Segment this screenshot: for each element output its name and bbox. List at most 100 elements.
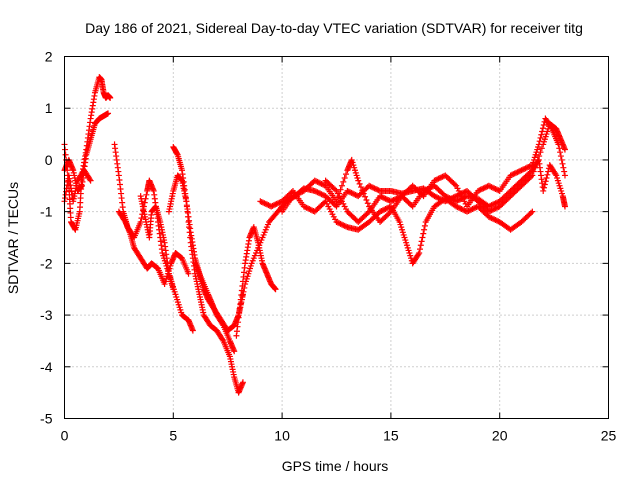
x-axis: 0 5 10 15 20 25 xyxy=(61,56,616,444)
data-point xyxy=(508,171,515,178)
data-point xyxy=(431,193,438,200)
data-point xyxy=(257,198,264,205)
y-tick-label: 2 xyxy=(45,49,53,65)
data-point xyxy=(538,145,545,152)
data-point xyxy=(459,206,466,213)
y-tick-label: -2 xyxy=(40,255,53,271)
data-point xyxy=(261,200,268,207)
data-point xyxy=(485,213,492,220)
data-point xyxy=(389,197,396,204)
data-point xyxy=(351,191,358,198)
data-point xyxy=(483,184,490,191)
data-point xyxy=(296,189,303,196)
data-point xyxy=(540,122,547,129)
data-point xyxy=(359,187,366,194)
data-point xyxy=(314,178,321,185)
data-point xyxy=(303,204,310,211)
data-point xyxy=(379,194,386,201)
data-point xyxy=(459,195,466,202)
data-point xyxy=(317,180,324,187)
data-point xyxy=(535,141,542,148)
x-axis-label: GPS time / hours xyxy=(282,458,389,474)
data-point xyxy=(272,201,279,208)
data-point xyxy=(561,172,568,179)
data-point xyxy=(235,312,242,319)
data-point xyxy=(459,189,466,196)
data-point xyxy=(219,336,226,343)
series-track-14 xyxy=(322,156,568,225)
data-point xyxy=(86,176,93,183)
data-point xyxy=(537,134,544,141)
data-point xyxy=(454,204,461,211)
data-point xyxy=(476,187,483,194)
data-point xyxy=(343,223,350,230)
data-point xyxy=(311,187,318,194)
data-point xyxy=(526,163,533,170)
data-point xyxy=(295,190,302,197)
data-point xyxy=(183,203,190,210)
data-point xyxy=(381,206,388,213)
x-tick-label: 0 xyxy=(61,428,69,444)
data-point xyxy=(344,187,351,194)
data-point xyxy=(372,186,379,193)
data-point xyxy=(231,348,238,355)
data-point xyxy=(455,204,462,211)
data-point xyxy=(355,177,362,184)
data-point xyxy=(184,213,191,220)
data-point xyxy=(270,202,277,209)
series-track-12 xyxy=(257,187,536,267)
series-track-9 xyxy=(192,260,238,355)
data-point xyxy=(394,195,401,202)
data-point xyxy=(333,198,340,205)
data-point xyxy=(239,379,246,386)
data-point xyxy=(364,209,371,216)
data-point xyxy=(408,202,415,209)
data-point xyxy=(492,186,499,193)
data-point xyxy=(561,203,568,210)
data-point xyxy=(276,199,283,206)
data-point xyxy=(453,198,460,205)
x-tick-label: 15 xyxy=(383,428,399,444)
data-point xyxy=(545,168,552,175)
data-point xyxy=(529,208,536,215)
data-point xyxy=(424,186,431,193)
data-point xyxy=(294,191,301,198)
y-tick-label: -5 xyxy=(40,411,53,427)
data-point xyxy=(443,193,450,200)
data-point xyxy=(489,215,496,222)
data-point xyxy=(357,184,364,191)
y-tick-label: -3 xyxy=(40,307,53,323)
data-point xyxy=(313,188,320,195)
data-point xyxy=(105,110,112,117)
data-point xyxy=(368,184,375,191)
data-point xyxy=(314,189,321,196)
data-point xyxy=(491,185,498,192)
data-point xyxy=(521,165,528,172)
data-point xyxy=(219,321,226,328)
data-point xyxy=(442,193,449,200)
data-point xyxy=(493,204,500,211)
data-point xyxy=(353,192,360,199)
grid xyxy=(64,56,609,419)
data-point xyxy=(558,156,565,163)
data-point xyxy=(519,166,526,173)
data-point xyxy=(332,186,339,193)
data-point xyxy=(379,207,386,214)
data-point xyxy=(492,200,499,207)
data-point xyxy=(446,195,453,202)
data-point xyxy=(363,197,370,204)
data-point xyxy=(485,182,492,189)
data-point xyxy=(450,197,457,204)
data-point xyxy=(383,196,390,203)
data-point xyxy=(539,125,546,132)
data-point xyxy=(540,187,547,194)
data-point xyxy=(275,200,282,207)
data-point xyxy=(258,198,265,205)
data-point xyxy=(423,186,430,193)
data-point xyxy=(307,206,314,213)
data-point xyxy=(513,169,520,176)
data-point xyxy=(561,168,568,175)
data-point xyxy=(382,195,389,202)
series-track-8 xyxy=(165,172,246,396)
